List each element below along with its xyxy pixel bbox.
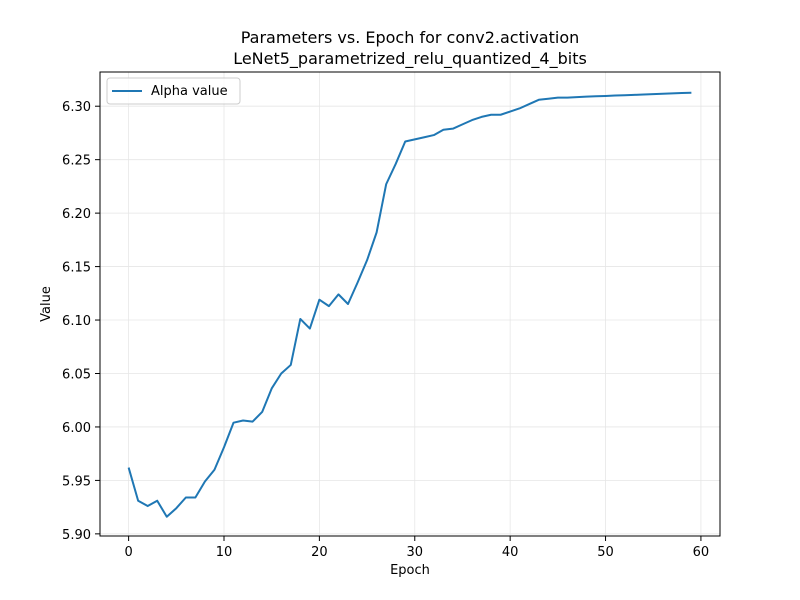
legend-label: Alpha value [151, 84, 228, 99]
y-axis-ticks: 5.90 5.95 6.00 6.05 6.10 6.15 6.20 6.25 6.30 [62, 100, 100, 543]
plot-frame [99, 71, 721, 537]
x-tick-label: 20 [311, 545, 328, 560]
x-tick-label: 10 [216, 545, 233, 560]
y-tick-label: 6.05 [62, 367, 91, 382]
grid [100, 72, 720, 536]
x-tick-label: 40 [502, 545, 519, 560]
x-axis-ticks: 0 10 20 30 40 50 60 [124, 536, 709, 560]
x-tick-label: 30 [406, 545, 423, 560]
x-axis-label: Epoch [390, 563, 430, 578]
legend-box [106, 77, 241, 105]
chart-title: Parameters vs. Epoch for conv2.activatio… [241, 28, 580, 47]
y-tick-label: 6.15 [62, 261, 91, 276]
y-tick-label: 6.00 [62, 421, 91, 436]
series-line-alpha-value [127, 91, 692, 518]
y-tick-label: 6.20 [62, 207, 91, 222]
y-tick-label: 5.95 [62, 474, 91, 489]
x-tick-label: 50 [597, 545, 614, 560]
series-layer [127, 91, 692, 518]
legend: Alpha value [106, 77, 241, 105]
y-tick-label: 6.10 [62, 314, 91, 329]
y-tick-label: 6.25 [62, 154, 91, 169]
y-tick-label: 6.30 [62, 100, 91, 115]
x-tick-label: 0 [124, 545, 132, 560]
x-tick-label: 60 [693, 545, 710, 560]
chart-subtitle: LeNet5_parametrized_relu_quantized_4_bit… [233, 49, 587, 69]
y-tick-label: 5.90 [62, 528, 91, 543]
y-axis-label: Value [39, 286, 54, 322]
